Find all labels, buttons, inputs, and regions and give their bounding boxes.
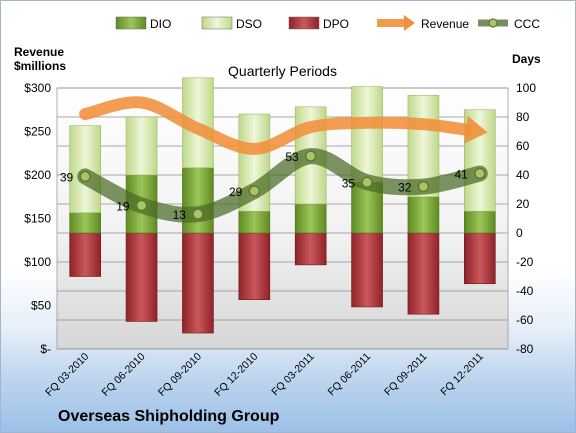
left-axis-tick-label: $200 (24, 168, 51, 182)
bar-dpo (464, 232, 496, 285)
legend-label-dpo: DPO (323, 17, 349, 31)
chart-title: Quarterly Periods (228, 63, 337, 79)
legend-swatch-dso (201, 16, 233, 30)
point-ccc (474, 167, 486, 180)
bar-dio (182, 167, 214, 234)
legend-swatch-dpo (288, 16, 320, 30)
legend-label-ccc: CCC (514, 17, 540, 31)
bar-dio (464, 210, 496, 234)
legend-arrow-revenue (404, 15, 415, 31)
legend-swatch-dio (115, 16, 147, 30)
point-ccc (417, 180, 430, 193)
ccc-data-label: 35 (342, 176, 356, 190)
point-ccc (304, 150, 317, 162)
line-ccc (77, 148, 488, 223)
legend-marker-ccc (488, 18, 498, 28)
bar-dpo (351, 232, 383, 308)
legend-label-dso: DSO (236, 17, 262, 31)
bar-dio (407, 196, 440, 234)
ccc-data-label: 19 (116, 199, 130, 213)
category-label: FQ 03-2010 (43, 351, 91, 399)
bar-dpo (238, 232, 271, 300)
point-ccc (248, 185, 261, 197)
right-axis-tick-label: -80 (516, 342, 534, 356)
right-axis-tick-label: 20 (516, 197, 530, 211)
ccc-data-label: 39 (60, 170, 74, 184)
bar-dio (294, 203, 327, 234)
bar-dso (351, 86, 383, 183)
category-label: FQ 09-2010 (156, 351, 204, 399)
point-ccc (79, 170, 91, 183)
legend-label-dio: DIO (150, 17, 171, 31)
category-label: FQ 09-2011 (382, 351, 430, 399)
bar-dpo (182, 232, 214, 334)
point-ccc (192, 208, 204, 220)
right-axis-tick-label: -60 (516, 313, 534, 327)
bar-dpo (69, 232, 101, 277)
bar-dpo (407, 232, 440, 315)
left-axis-tick-label: $50 (31, 299, 51, 313)
bar-dio (238, 210, 271, 234)
right-axis-tick-label: -40 (516, 284, 534, 298)
right-axis-tick-label: 100 (516, 81, 536, 95)
bar-dpo (125, 232, 158, 322)
legend-label-revenue: Revenue (421, 17, 469, 31)
point-ccc (361, 176, 373, 188)
right-axis-tick-label: 40 (516, 168, 530, 182)
bar-dso (125, 116, 158, 176)
ccc-data-label: 53 (285, 150, 299, 164)
left-axis-tick-label: $100 (24, 255, 51, 269)
point-ccc (135, 199, 148, 212)
category-label: FQ 12-2010 (212, 351, 260, 399)
ccc-data-label: 41 (454, 168, 468, 182)
right-axis-tick-label: -20 (516, 255, 534, 269)
bar-dio (69, 212, 101, 234)
ccc-data-label: 32 (398, 181, 412, 195)
right-axis-tick-label: 0 (516, 226, 523, 240)
left-axis-tick-label: $150 (24, 212, 51, 226)
company-name: Overseas Shipholding Group (58, 408, 280, 425)
line-revenue (79, 96, 472, 155)
left-axis-tick-label: $250 (24, 125, 51, 139)
category-label: FQ 06-2010 (100, 351, 148, 399)
bar-dpo (294, 232, 327, 266)
revenue-arrowhead (464, 115, 488, 144)
right-axis-tick-label: 80 (516, 110, 530, 124)
left-axis-title-line1: Revenue (14, 45, 64, 59)
left-axis-title-line2: $millions (14, 59, 66, 73)
left-axis-tick-label: $- (40, 342, 51, 356)
ccc-data-label: 13 (173, 208, 187, 222)
right-axis-title: Days (512, 52, 541, 66)
ccc-data-label: 29 (229, 185, 243, 199)
right-axis-tick-label: 60 (516, 139, 530, 153)
category-label: FQ 03-2011 (269, 351, 317, 399)
category-label: FQ 06-2011 (326, 351, 374, 399)
category-label: FQ 12-2011 (438, 351, 486, 399)
left-axis-tick-label: $300 (24, 81, 51, 95)
